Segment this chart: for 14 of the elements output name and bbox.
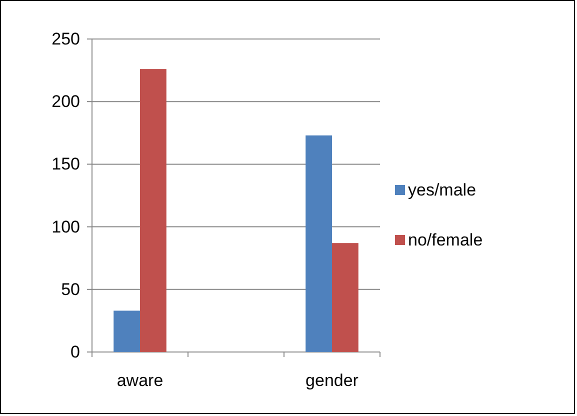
bar xyxy=(332,243,358,352)
y-tick-label: 0 xyxy=(70,342,80,362)
y-tick-label: 200 xyxy=(52,92,80,112)
y-tick-label: 100 xyxy=(52,217,80,236)
bar xyxy=(306,135,332,352)
bar xyxy=(114,310,140,352)
legend-label: yes/male xyxy=(408,180,476,200)
legend-label: no/female xyxy=(408,230,483,250)
x-tick-label: aware xyxy=(116,371,164,390)
y-tick-label: 150 xyxy=(52,154,80,174)
x-tick-label: gender xyxy=(306,371,359,390)
y-tick-label: 50 xyxy=(61,280,80,299)
y-tick-label: 250 xyxy=(52,30,80,48)
bar xyxy=(140,69,166,352)
